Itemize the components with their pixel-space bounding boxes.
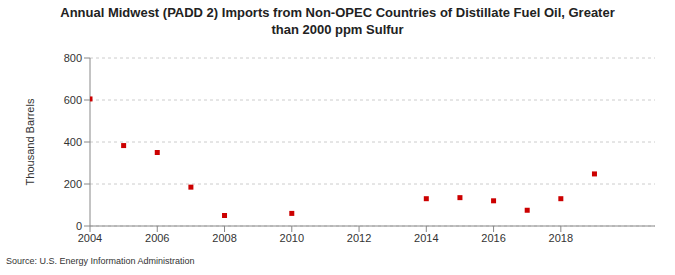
svg-text:2014: 2014 xyxy=(414,232,438,244)
svg-text:2012: 2012 xyxy=(347,232,371,244)
svg-text:0: 0 xyxy=(76,220,82,232)
svg-text:2008: 2008 xyxy=(212,232,236,244)
svg-text:2016: 2016 xyxy=(481,232,505,244)
svg-text:800: 800 xyxy=(64,52,82,64)
svg-text:2006: 2006 xyxy=(145,232,169,244)
html-text:Annual Midwest (PADD 2) Import: Annual Midwest (PADD 2) Imports from Non… xyxy=(60,5,615,37)
svg-text:2018: 2018 xyxy=(549,232,573,244)
svg-text:600: 600 xyxy=(64,94,82,106)
svg-text:2004: 2004 xyxy=(78,232,102,244)
html-text:Source: U.S. Energy Informatio: Source: U.S. Energy Information Administ… xyxy=(6,256,195,266)
svg-text:200: 200 xyxy=(64,178,82,190)
svg-text:2010: 2010 xyxy=(280,232,304,244)
svg-text:400: 400 xyxy=(64,136,82,148)
svg-text:Thousand Barrels: Thousand Barrels xyxy=(24,98,36,185)
